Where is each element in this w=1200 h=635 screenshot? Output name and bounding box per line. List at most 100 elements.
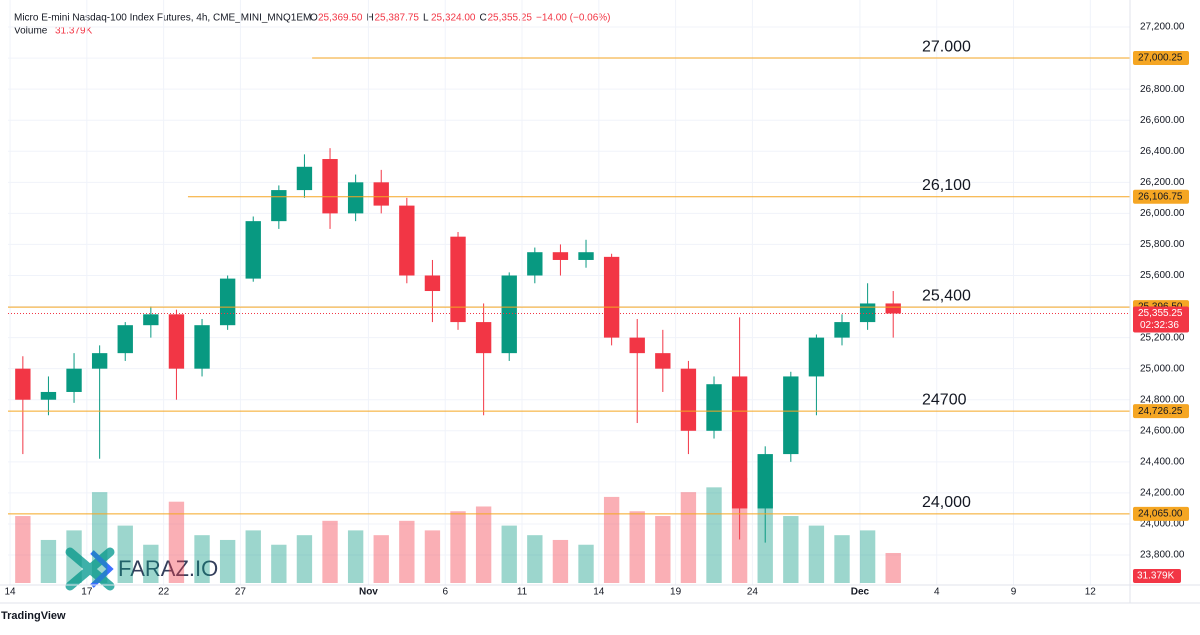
y-tick-label: 26,000.00 xyxy=(1140,208,1185,219)
y-tick-label: 25,600.00 xyxy=(1140,270,1185,281)
x-tick-label: 11 xyxy=(517,587,528,598)
last-price-label: 25,355.25 xyxy=(1138,308,1183,319)
ohlc-key: L xyxy=(423,13,429,24)
candle-body xyxy=(66,368,82,392)
level-label: 24,065.00 xyxy=(1138,509,1183,520)
volume-bar xyxy=(680,492,697,583)
watermark-text: FARAZ.IO xyxy=(118,556,218,581)
candle-body xyxy=(501,275,517,354)
volume-bar xyxy=(603,496,620,583)
volume-bar xyxy=(347,530,364,583)
x-tick-label: Dec xyxy=(851,587,870,598)
level-label-box xyxy=(1133,189,1189,204)
candle-body xyxy=(15,368,31,400)
volume-bar xyxy=(194,535,210,583)
volume-bar xyxy=(271,544,287,583)
volume-bar xyxy=(527,535,543,583)
volume-bar xyxy=(578,544,594,583)
x-tick-label: 9 xyxy=(1011,587,1017,598)
candle-body xyxy=(91,353,108,369)
volume-axis-label: 31.379K xyxy=(1137,571,1175,582)
ohlc-value: 25,355.25 xyxy=(488,13,533,24)
volume-bar xyxy=(168,501,185,583)
level-label-box xyxy=(1133,51,1189,66)
y-tick-label: 26,600.00 xyxy=(1140,115,1185,126)
candle-body xyxy=(40,391,57,400)
ohlc-key: O xyxy=(310,13,318,24)
volume-bar xyxy=(219,539,236,583)
volume-bar xyxy=(296,535,313,583)
candle-body xyxy=(450,236,466,323)
x-tick-label: 22 xyxy=(158,587,170,598)
candle-body xyxy=(271,190,287,222)
y-tick-label: 25,000.00 xyxy=(1140,363,1185,374)
candle-body xyxy=(834,322,850,338)
ohlc-value: 25,369.50 xyxy=(318,13,363,24)
candle-body xyxy=(143,314,159,326)
x-tick-label: 19 xyxy=(670,587,682,598)
y-tick-label: 24,000.00 xyxy=(1140,519,1185,530)
x-tick-label: Nov xyxy=(359,587,378,598)
logo xyxy=(90,550,114,588)
y-tick-label: 27,200.00 xyxy=(1140,22,1185,33)
volume-bar xyxy=(40,539,57,583)
x-tick-label: 17 xyxy=(81,587,93,598)
candle-body xyxy=(245,221,261,279)
candle-body xyxy=(194,325,210,369)
level-label-box xyxy=(1133,404,1189,419)
candle-body xyxy=(219,278,236,326)
volume-bar xyxy=(655,516,671,583)
level-text: 27.000 xyxy=(922,38,971,55)
candle-body xyxy=(808,337,825,377)
y-tick-label: 24,200.00 xyxy=(1140,488,1185,499)
level-label: 27,000.25 xyxy=(1138,53,1183,64)
last-price-box xyxy=(1133,306,1189,333)
ohlc-key: C xyxy=(480,13,487,24)
candle-body xyxy=(475,322,492,354)
candle-body xyxy=(859,303,876,323)
volume-bar xyxy=(424,530,441,583)
y-tick-label: 24,400.00 xyxy=(1140,456,1185,467)
y-tick-label: 26,200.00 xyxy=(1140,177,1185,188)
candle-body xyxy=(373,182,389,206)
candle-body xyxy=(578,252,594,260)
ohlc-value: 25,387.75 xyxy=(375,13,420,24)
x-tick-label: 4 xyxy=(934,587,940,598)
footer: TradingView xyxy=(1,610,66,622)
volume-bar xyxy=(373,535,389,583)
volume-bar xyxy=(552,539,569,583)
candle-body xyxy=(629,337,645,354)
volume-bar xyxy=(322,520,338,583)
candle-body xyxy=(655,353,671,369)
y-tick-label: 25,200.00 xyxy=(1140,332,1185,343)
x-tick-label: 27 xyxy=(235,587,247,598)
x-tick-label: 14 xyxy=(4,587,16,598)
volume-bar xyxy=(706,487,722,583)
volume-bar xyxy=(66,530,82,583)
candle-body xyxy=(757,454,773,509)
candle-body xyxy=(347,182,364,214)
volume-value: 31.379K xyxy=(55,26,93,37)
level-text: 24,000 xyxy=(922,494,971,511)
level-text: 24700 xyxy=(922,391,967,408)
volume-bar xyxy=(629,511,645,583)
candle-body xyxy=(885,303,901,314)
y-tick-label: 25,800.00 xyxy=(1140,239,1185,250)
candle-body xyxy=(783,376,799,455)
y-tick-label: 26,400.00 xyxy=(1140,146,1185,157)
candle-body xyxy=(424,275,441,292)
candle-body xyxy=(168,314,185,369)
volume-bar xyxy=(117,525,133,583)
ohlc-value: 25,324.00 xyxy=(431,13,476,24)
ohlc-key: H xyxy=(367,13,374,24)
volume-label: Volume xyxy=(14,26,48,37)
candle-body xyxy=(296,166,313,191)
watermark: FARAZ.IO xyxy=(65,547,218,591)
change: −14.00 (−0.06%) xyxy=(536,13,611,24)
candle-body xyxy=(552,252,569,260)
candle-body xyxy=(117,325,133,354)
volume-label-box xyxy=(1133,569,1181,583)
candle-body xyxy=(603,256,620,338)
volume-bar xyxy=(501,525,517,583)
